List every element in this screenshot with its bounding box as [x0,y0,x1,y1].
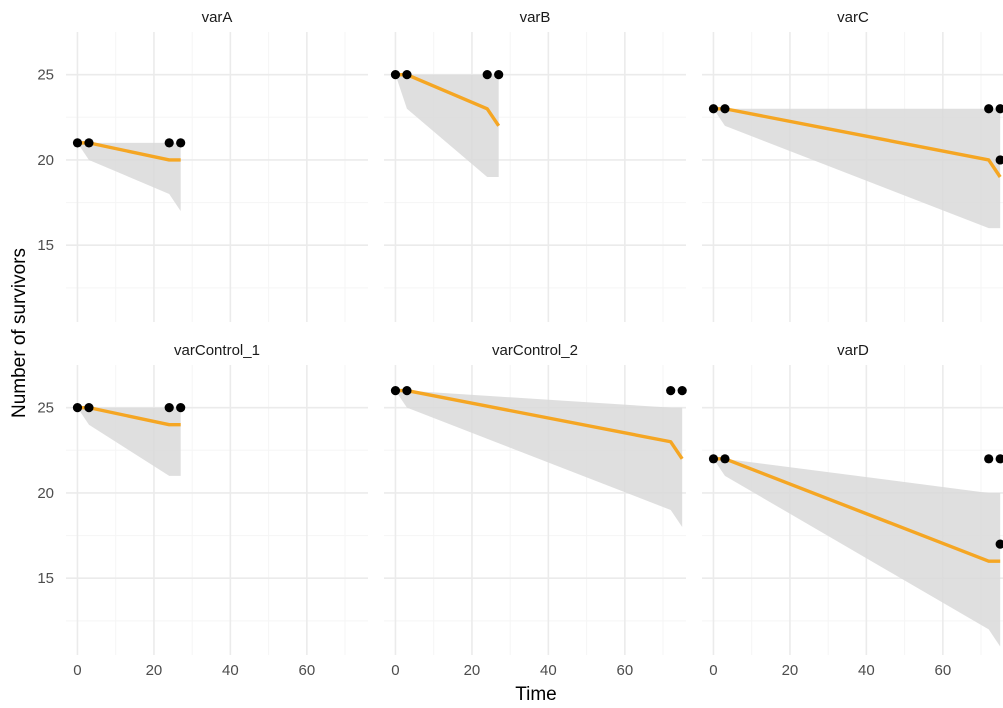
x-tick-label: 20 [146,662,163,679]
data-point [995,104,1003,114]
facet-panel-varControl_1: varControl_1 15 20 25 0 20 40 60 [37,342,368,679]
data-point [72,403,83,413]
data-point [176,138,186,148]
data-point [720,454,730,464]
confidence-ribbon [77,142,181,212]
facet-panel-varB: varB [384,9,686,322]
confidence-ribbon [77,407,181,476]
x-tick-label: 40 [222,662,239,679]
facet-title: varB [520,9,551,26]
facet-panels: varA 15 20 25 varB varC varControl_1 15 20 25 0 20 4… [37,9,1003,679]
y-tick-label: 25 [37,400,54,417]
x-tick-label: 40 [858,662,875,679]
x-tick-label: 0 [391,662,399,679]
x-tick-label: 20 [782,662,799,679]
fitted-line [77,141,181,162]
data-point [390,385,401,396]
facet-panel-varA: varA 15 20 25 [37,9,368,322]
data-point [164,403,174,413]
fitted-line [77,405,181,427]
data-point [390,70,401,80]
data-point [84,138,94,148]
confidence-ribbon [395,74,499,177]
facet-panel-varD: varD 0 20 40 60 [702,342,1003,679]
x-axis-title: Time [515,684,557,705]
facet-panel-varControl_2: varControl_2 0 20 40 60 [384,342,687,679]
x-tick-label: 0 [73,662,81,679]
data-point [995,155,1003,165]
fitted-line [395,388,684,460]
data-point [164,138,174,148]
data-point [176,403,186,413]
x-tick-label: 20 [464,662,481,679]
facet-panel-varC: varC [702,9,1003,322]
data-point [677,385,687,396]
fitted-line [713,107,1002,178]
data-point [984,104,994,114]
x-tick-label: 60 [298,662,315,679]
x-tick-label: 60 [934,662,951,679]
y-tick-label: 15 [37,237,54,254]
x-tick-label: 40 [540,662,557,679]
data-point [720,104,730,114]
data-point [72,138,83,148]
data-point [84,403,94,413]
data-point [708,454,719,464]
x-tick-label: 60 [616,662,633,679]
data-point [402,385,412,396]
data-point [984,454,994,464]
facet-title: varControl_2 [492,342,578,359]
y-tick-label: 25 [37,67,54,84]
data-point [494,70,504,80]
data-point [995,539,1003,549]
data-point [666,385,676,396]
y-tick-label: 15 [37,570,54,587]
data-point [402,70,412,80]
y-tick-label: 20 [37,485,54,502]
facet-title: varC [837,9,869,26]
confidence-ribbon [395,390,683,528]
data-point [708,104,719,114]
data-point [482,70,492,80]
y-axis-title: Number of survivors [9,248,30,418]
fitted-line [713,457,1001,563]
fitted-line [395,72,501,127]
data-point [995,454,1003,464]
x-tick-label: 0 [709,662,717,679]
confidence-ribbon [713,108,1001,229]
facet-title: varD [837,342,869,359]
facet-title: varControl_1 [174,342,260,359]
y-tick-label: 20 [37,152,54,169]
facet-title: varA [202,9,233,26]
confidence-ribbon [713,458,1001,647]
